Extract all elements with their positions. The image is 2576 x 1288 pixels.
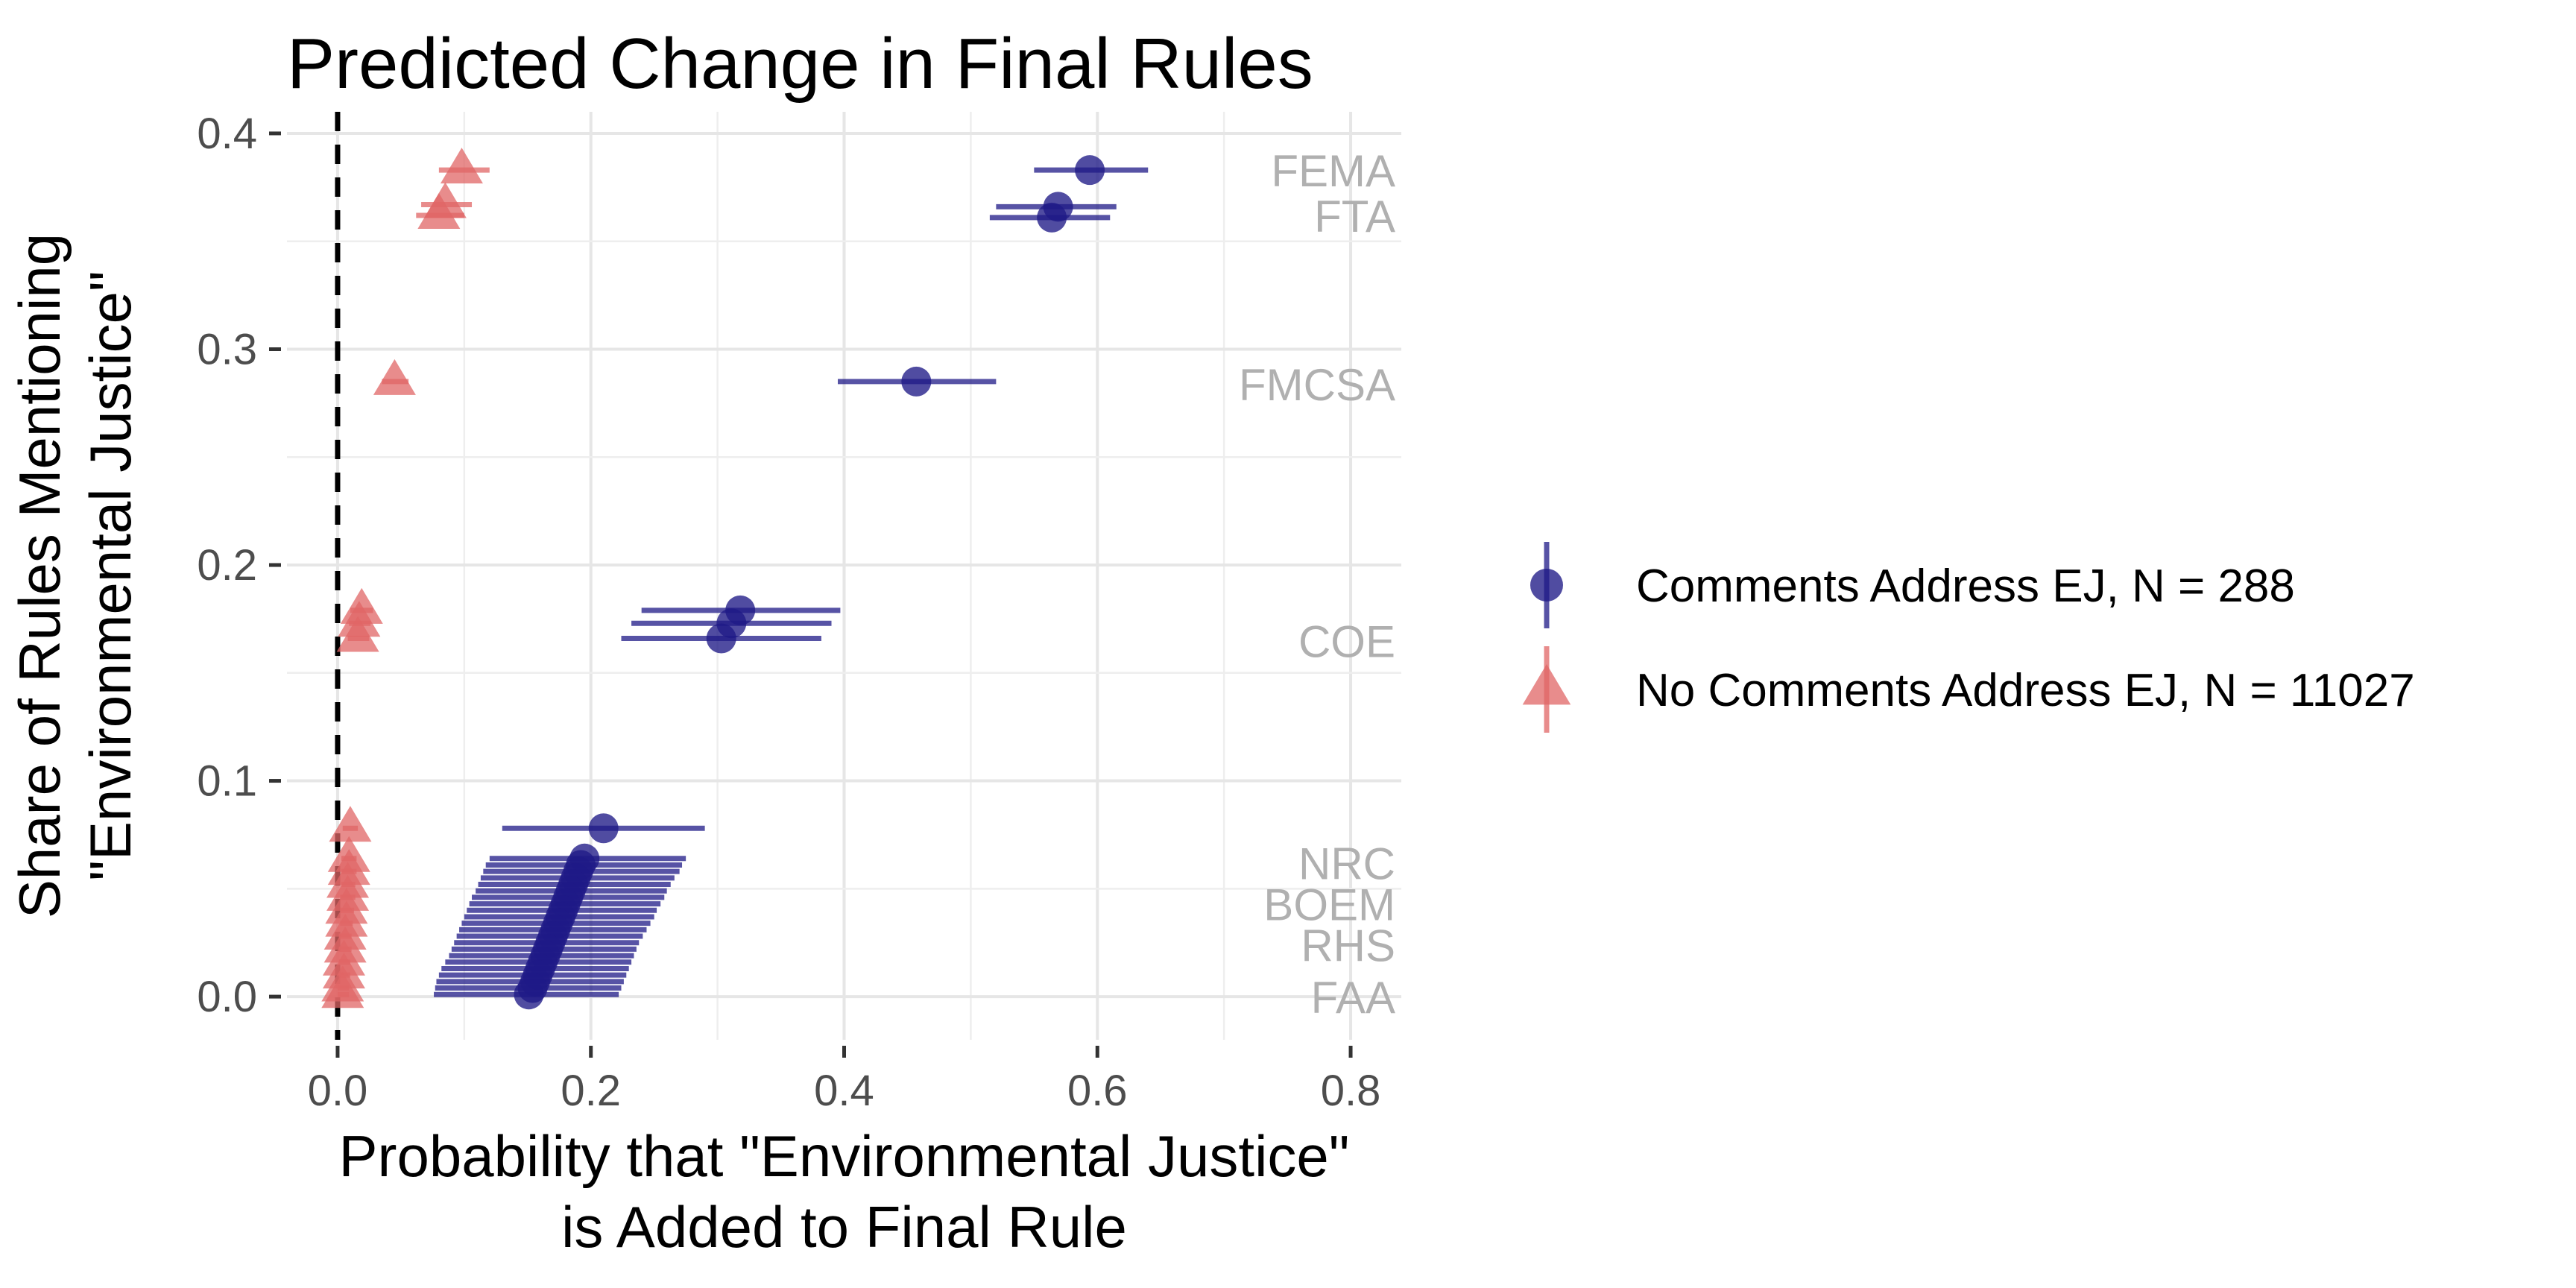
data-point-triangle xyxy=(321,972,364,1008)
agency-label-boem: BOEM xyxy=(1263,880,1395,930)
legend-item: No Comments Address EJ, N = 11027 xyxy=(1522,646,2415,733)
data-point-circle xyxy=(706,623,736,654)
data-point-triangle xyxy=(329,806,372,842)
agency-label-fmcsa: FMCSA xyxy=(1239,360,1395,410)
data-point-circle xyxy=(901,366,932,397)
legend-key-circle xyxy=(1530,569,1563,602)
data-point-triangle xyxy=(417,192,461,229)
legend-key-triangle xyxy=(1522,664,1571,705)
y-tick-label: 0.0 xyxy=(197,973,257,1021)
legend-item: Comments Address EJ, N = 288 xyxy=(1530,542,2295,628)
y-tick-label: 0.1 xyxy=(197,757,257,806)
y-tick-label: 0.4 xyxy=(197,110,257,158)
data-point-circle xyxy=(588,813,619,844)
data-point-circle xyxy=(1037,202,1067,233)
y-axis-title: Share of Rules Mentioning "Environmental … xyxy=(7,233,143,918)
data-point-triangle xyxy=(336,616,379,652)
legend: Comments Address EJ, N = 288 No Comments … xyxy=(1522,542,2415,733)
agency-label-coe: COE xyxy=(1298,616,1395,666)
data-point-circle xyxy=(514,979,544,1010)
series-no-comments-address-ej xyxy=(321,148,490,1008)
x-axis-title-line: is Added to Final Rule xyxy=(561,1194,1127,1260)
agency-label-faa: FAA xyxy=(1311,973,1395,1023)
x-tick-label: 0.4 xyxy=(814,1067,874,1115)
x-axis-title: Probability that "Environmental Justice"… xyxy=(338,1123,1349,1260)
y-axis-title-line: Share of Rules Mentioning xyxy=(7,233,72,918)
grid xyxy=(287,112,1401,1040)
legend-label: No Comments Address EJ, N = 11027 xyxy=(1636,665,2415,716)
y-tick-label: 0.3 xyxy=(197,325,257,373)
y-tick-label: 0.2 xyxy=(197,541,257,590)
chart-title: Predicted Change in Final Rules xyxy=(287,24,1313,104)
x-axis-title-line: Probability that "Environmental Justice" xyxy=(338,1123,1349,1189)
agency-label-rhs: RHS xyxy=(1301,921,1395,971)
series-comments-address-ej xyxy=(434,155,1149,1010)
legend-label: Comments Address EJ, N = 288 xyxy=(1636,561,2295,612)
y-axis-title-line: "Environmental Justice" xyxy=(78,271,143,880)
data-point-triangle xyxy=(373,359,416,395)
x-axis: 0.0 0.2 0.4 0.6 0.8 xyxy=(308,1046,1381,1115)
agency-label-fta: FTA xyxy=(1314,192,1395,242)
data-point-circle xyxy=(1075,155,1105,186)
data-point-triangle xyxy=(440,148,483,184)
x-tick-label: 0.2 xyxy=(561,1067,621,1115)
agency-label-fema: FEMA xyxy=(1271,146,1395,196)
agency-label-nrc: NRC xyxy=(1298,839,1395,889)
data-marks xyxy=(321,148,1149,1010)
x-tick-label: 0.6 xyxy=(1067,1067,1128,1115)
y-axis: 0.0 0.1 0.2 0.3 0.4 xyxy=(197,110,281,1021)
x-tick-label: 0.0 xyxy=(308,1067,368,1115)
x-tick-label: 0.8 xyxy=(1321,1067,1381,1115)
